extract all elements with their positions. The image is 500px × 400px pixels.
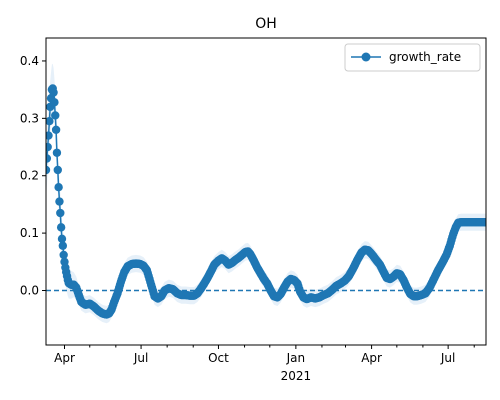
chart-title: OH (255, 16, 277, 32)
data-point (57, 234, 67, 244)
data-point (481, 218, 486, 227)
data-point (56, 208, 65, 218)
x-tick-label: Jul (133, 351, 148, 365)
y-tick-label: 0.0 (20, 283, 39, 297)
data-point (52, 148, 62, 157)
data-point (59, 250, 68, 260)
x-tick-year-label: 2021 (281, 369, 312, 383)
data-point (46, 154, 52, 163)
data-point (58, 241, 68, 250)
x-tick-label: Apr (54, 351, 75, 365)
data-point (53, 165, 62, 175)
legend-frame (344, 43, 481, 72)
x-tick-label: Jul (440, 351, 455, 365)
data-point (46, 131, 53, 140)
plot-clip-group (46, 63, 486, 324)
x-tick-label: Oct (208, 351, 229, 365)
data-point (50, 98, 59, 107)
data-point (46, 165, 51, 175)
data-point (46, 117, 54, 126)
y-tick-label: 0.2 (20, 169, 39, 183)
data-point (56, 223, 66, 232)
data-point (54, 182, 63, 192)
data-point (49, 88, 58, 97)
plot-area (46, 63, 486, 324)
x-tick-label: Apr (361, 351, 382, 365)
data-point (55, 197, 64, 206)
legend: growth_rate (344, 43, 481, 72)
legend-label: growth_rate (389, 50, 461, 64)
axes: 0.0 0.1 0.2 0.3 0.4 Apr Jul Oct Jan 2021 Apr Jul (20, 37, 487, 383)
data-point (46, 142, 52, 152)
legend-marker-swatch (361, 52, 371, 62)
x-tick-label: Jan (286, 351, 306, 365)
axes-frame (45, 37, 487, 346)
y-tick-label: 0.1 (20, 226, 39, 240)
y-tick-label: 0.4 (20, 54, 39, 68)
data-point (51, 111, 60, 120)
data-point (51, 125, 61, 135)
y-tick-label: 0.3 (20, 111, 39, 125)
